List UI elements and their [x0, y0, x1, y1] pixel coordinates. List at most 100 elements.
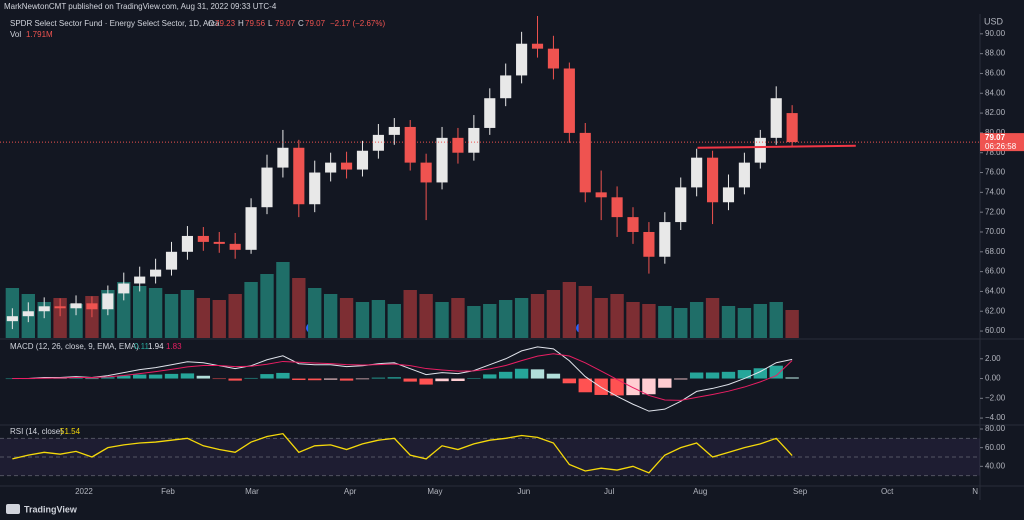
y-tick-label: 60.00	[985, 326, 1006, 335]
macd-histogram-bar	[403, 378, 417, 382]
volume-bar	[292, 278, 306, 338]
macd-histogram-bar	[228, 378, 242, 381]
candle-body	[404, 126, 416, 163]
volume-bar	[164, 294, 179, 338]
x-tick-label: Oct	[881, 487, 894, 496]
candle-body	[420, 162, 432, 183]
volume-bar	[737, 308, 752, 338]
volume-bar	[69, 304, 83, 338]
macd-histogram-bar	[133, 374, 147, 379]
volume-bar	[578, 286, 592, 338]
macd-histogram-bar	[642, 378, 656, 395]
volume-bar	[658, 306, 672, 338]
candle-body	[770, 98, 782, 138]
candle-body	[277, 147, 289, 168]
volume-bar	[483, 304, 497, 338]
ohlc-value: 79.56	[245, 19, 266, 28]
candle-body	[786, 113, 798, 143]
x-tick-label: N	[972, 487, 978, 496]
y-tick-label: 62.00	[985, 306, 1006, 315]
macd-histogram-bar	[562, 378, 577, 384]
candle-body	[500, 75, 512, 99]
candle-body	[6, 316, 18, 322]
countdown: 06:26:58	[985, 142, 1017, 151]
volume-bar	[371, 300, 386, 338]
y-tick-label: 66.00	[985, 267, 1006, 276]
candle-body	[38, 306, 50, 312]
volume-value: 1.791M	[26, 30, 53, 39]
candle-body	[372, 134, 384, 151]
macd-histogram-bar	[212, 378, 226, 380]
candle-body	[516, 43, 528, 76]
macd-histogram-bar	[499, 371, 513, 379]
publisher: MarkNewtonCMT published on TradingView.c…	[4, 2, 277, 11]
brand: TradingView	[24, 504, 78, 514]
macd-histogram-bar	[658, 378, 672, 388]
candle-body	[643, 231, 655, 257]
macd-histogram-bar	[689, 372, 704, 379]
candle-body	[340, 162, 353, 170]
volume-bar	[562, 282, 577, 338]
macd-histogram-bar	[483, 374, 497, 379]
ohlc-value: 79.23	[215, 19, 236, 28]
candle-body	[611, 197, 623, 218]
volume-bar	[626, 302, 640, 338]
volume-bar	[467, 306, 481, 338]
y-tick-label: −4.00	[985, 413, 1006, 422]
macd-histogram-bar	[610, 378, 624, 396]
volume-bar	[753, 304, 767, 338]
macd-histogram-bar	[260, 374, 274, 379]
y-tick-label: 74.00	[985, 187, 1006, 196]
volume-bar	[514, 298, 529, 338]
volume-bar	[228, 294, 242, 338]
macd-histogram-bar	[180, 373, 195, 379]
candle-body	[118, 283, 130, 294]
rsi-value: 51.54	[60, 427, 81, 436]
candle-body	[181, 235, 193, 252]
macd-histogram-bar	[594, 378, 608, 395]
macd-histogram-bar	[148, 374, 163, 379]
volume-bar	[133, 286, 147, 338]
y-tick-label: 80.00	[985, 424, 1006, 433]
candle-body	[102, 293, 114, 310]
y-tick-label: 60.00	[985, 443, 1006, 452]
x-tick-label: May	[427, 487, 442, 496]
macd-histogram-bar	[435, 378, 449, 382]
macd-title: MACD (12, 26, close, 9, EMA, EMA)	[10, 342, 139, 351]
y-tick-label: 86.00	[985, 69, 1006, 78]
x-tick-label: Sep	[793, 487, 808, 496]
candle-body	[659, 222, 671, 257]
ohlc-key: H	[238, 19, 244, 28]
candle-body	[706, 157, 719, 203]
candle-body	[675, 187, 687, 223]
x-tick-label: Mar	[245, 487, 259, 496]
volume-key: Vol	[10, 30, 21, 39]
macd-histogram-bar	[514, 368, 529, 379]
candle-body	[452, 137, 464, 153]
y-tick-label: 0.00	[985, 374, 1001, 383]
volume-bar	[244, 282, 258, 338]
candle-body	[22, 311, 34, 317]
volume-bar	[610, 294, 624, 338]
y-tick-label: 72.00	[985, 207, 1006, 216]
candle-body	[356, 150, 369, 170]
candle-body	[213, 241, 225, 244]
volume-bar	[308, 288, 322, 338]
candle-body	[229, 243, 241, 250]
macd-histogram-bar	[546, 373, 561, 379]
x-tick-label: Jul	[604, 487, 614, 496]
y-tick-label: 90.00	[985, 29, 1006, 38]
macd-line	[12, 353, 793, 401]
last-price-box	[980, 133, 1024, 152]
macd-histogram-bar	[467, 378, 481, 379]
ohlc-value: 79.07	[275, 19, 296, 28]
ohlc-key: C	[298, 19, 304, 28]
candle-body	[531, 43, 544, 49]
macd-histogram-bar	[419, 378, 433, 385]
candle-body	[293, 147, 305, 205]
y-tick-label: 70.00	[985, 227, 1006, 236]
y-tick-label: 40.00	[985, 461, 1006, 470]
macd-histogram-bar	[721, 371, 736, 379]
macd-line	[12, 346, 793, 412]
ohlc-value: 79.07	[305, 19, 326, 28]
